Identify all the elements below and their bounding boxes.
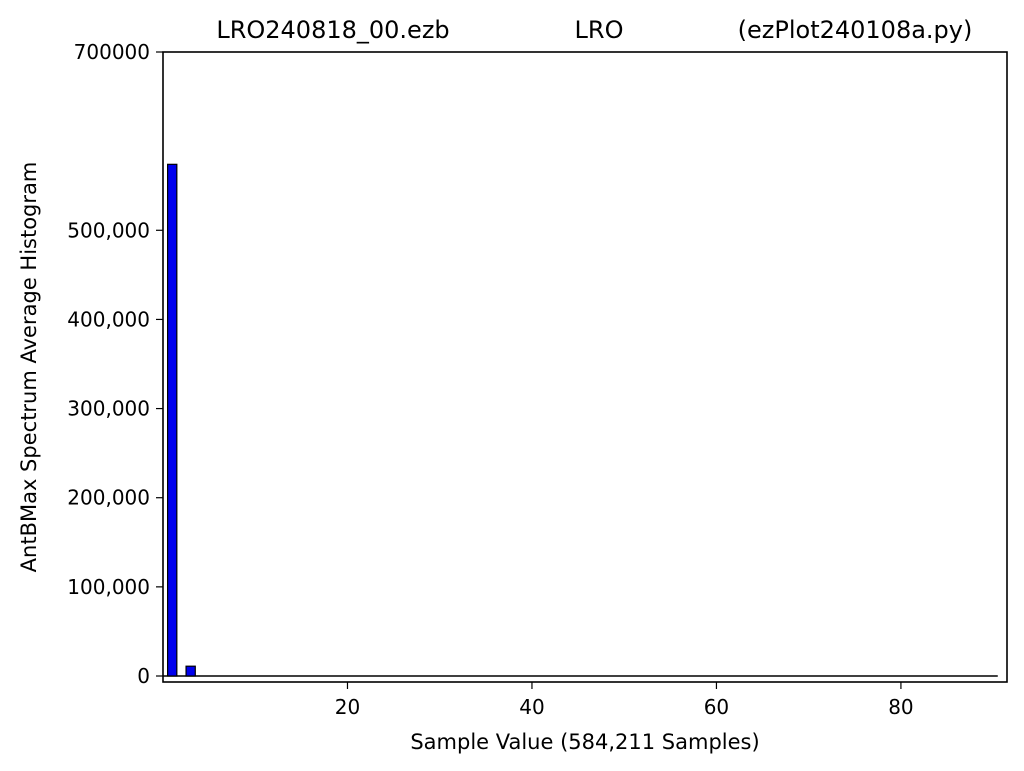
chart-title-station: LRO <box>575 16 624 44</box>
y-tick-label-700000: 700000 <box>74 40 150 64</box>
y-tick-label-200000: 200,000 <box>67 486 150 510</box>
x-axis-ticks: 20 40 60 80 <box>335 682 914 719</box>
bars-layer <box>163 163 998 677</box>
y-tick-label-100000: 100,000 <box>67 575 150 599</box>
y-axis-ticks: 0 100,000 200,000 300,000 400,000 500,000 7000… <box>67 40 163 688</box>
x-tick-label-60: 60 <box>704 695 729 719</box>
x-axis-label: Sample Value (584,211 Samples) <box>410 730 759 754</box>
histogram-bar-3 <box>185 665 196 677</box>
x-tick-label-80: 80 <box>888 695 913 719</box>
y-axis-label: AntBMax Spectrum Average Histogram <box>17 162 41 573</box>
y-tick-label-400000: 400,000 <box>67 307 150 331</box>
y-tick-label-0: 0 <box>137 664 150 688</box>
chart-title-script: (ezPlot240108a.py) <box>738 16 973 44</box>
x-tick-label-40: 40 <box>519 695 544 719</box>
plot-frame <box>162 51 1008 683</box>
y-tick-label-300000: 300,000 <box>67 397 150 421</box>
x-tick-label-20: 20 <box>335 695 360 719</box>
chart-title-file: LRO240818_00.ezb <box>216 16 449 44</box>
y-tick-label-500000: 500,000 <box>67 218 150 242</box>
histogram-bar-1 <box>167 163 178 677</box>
